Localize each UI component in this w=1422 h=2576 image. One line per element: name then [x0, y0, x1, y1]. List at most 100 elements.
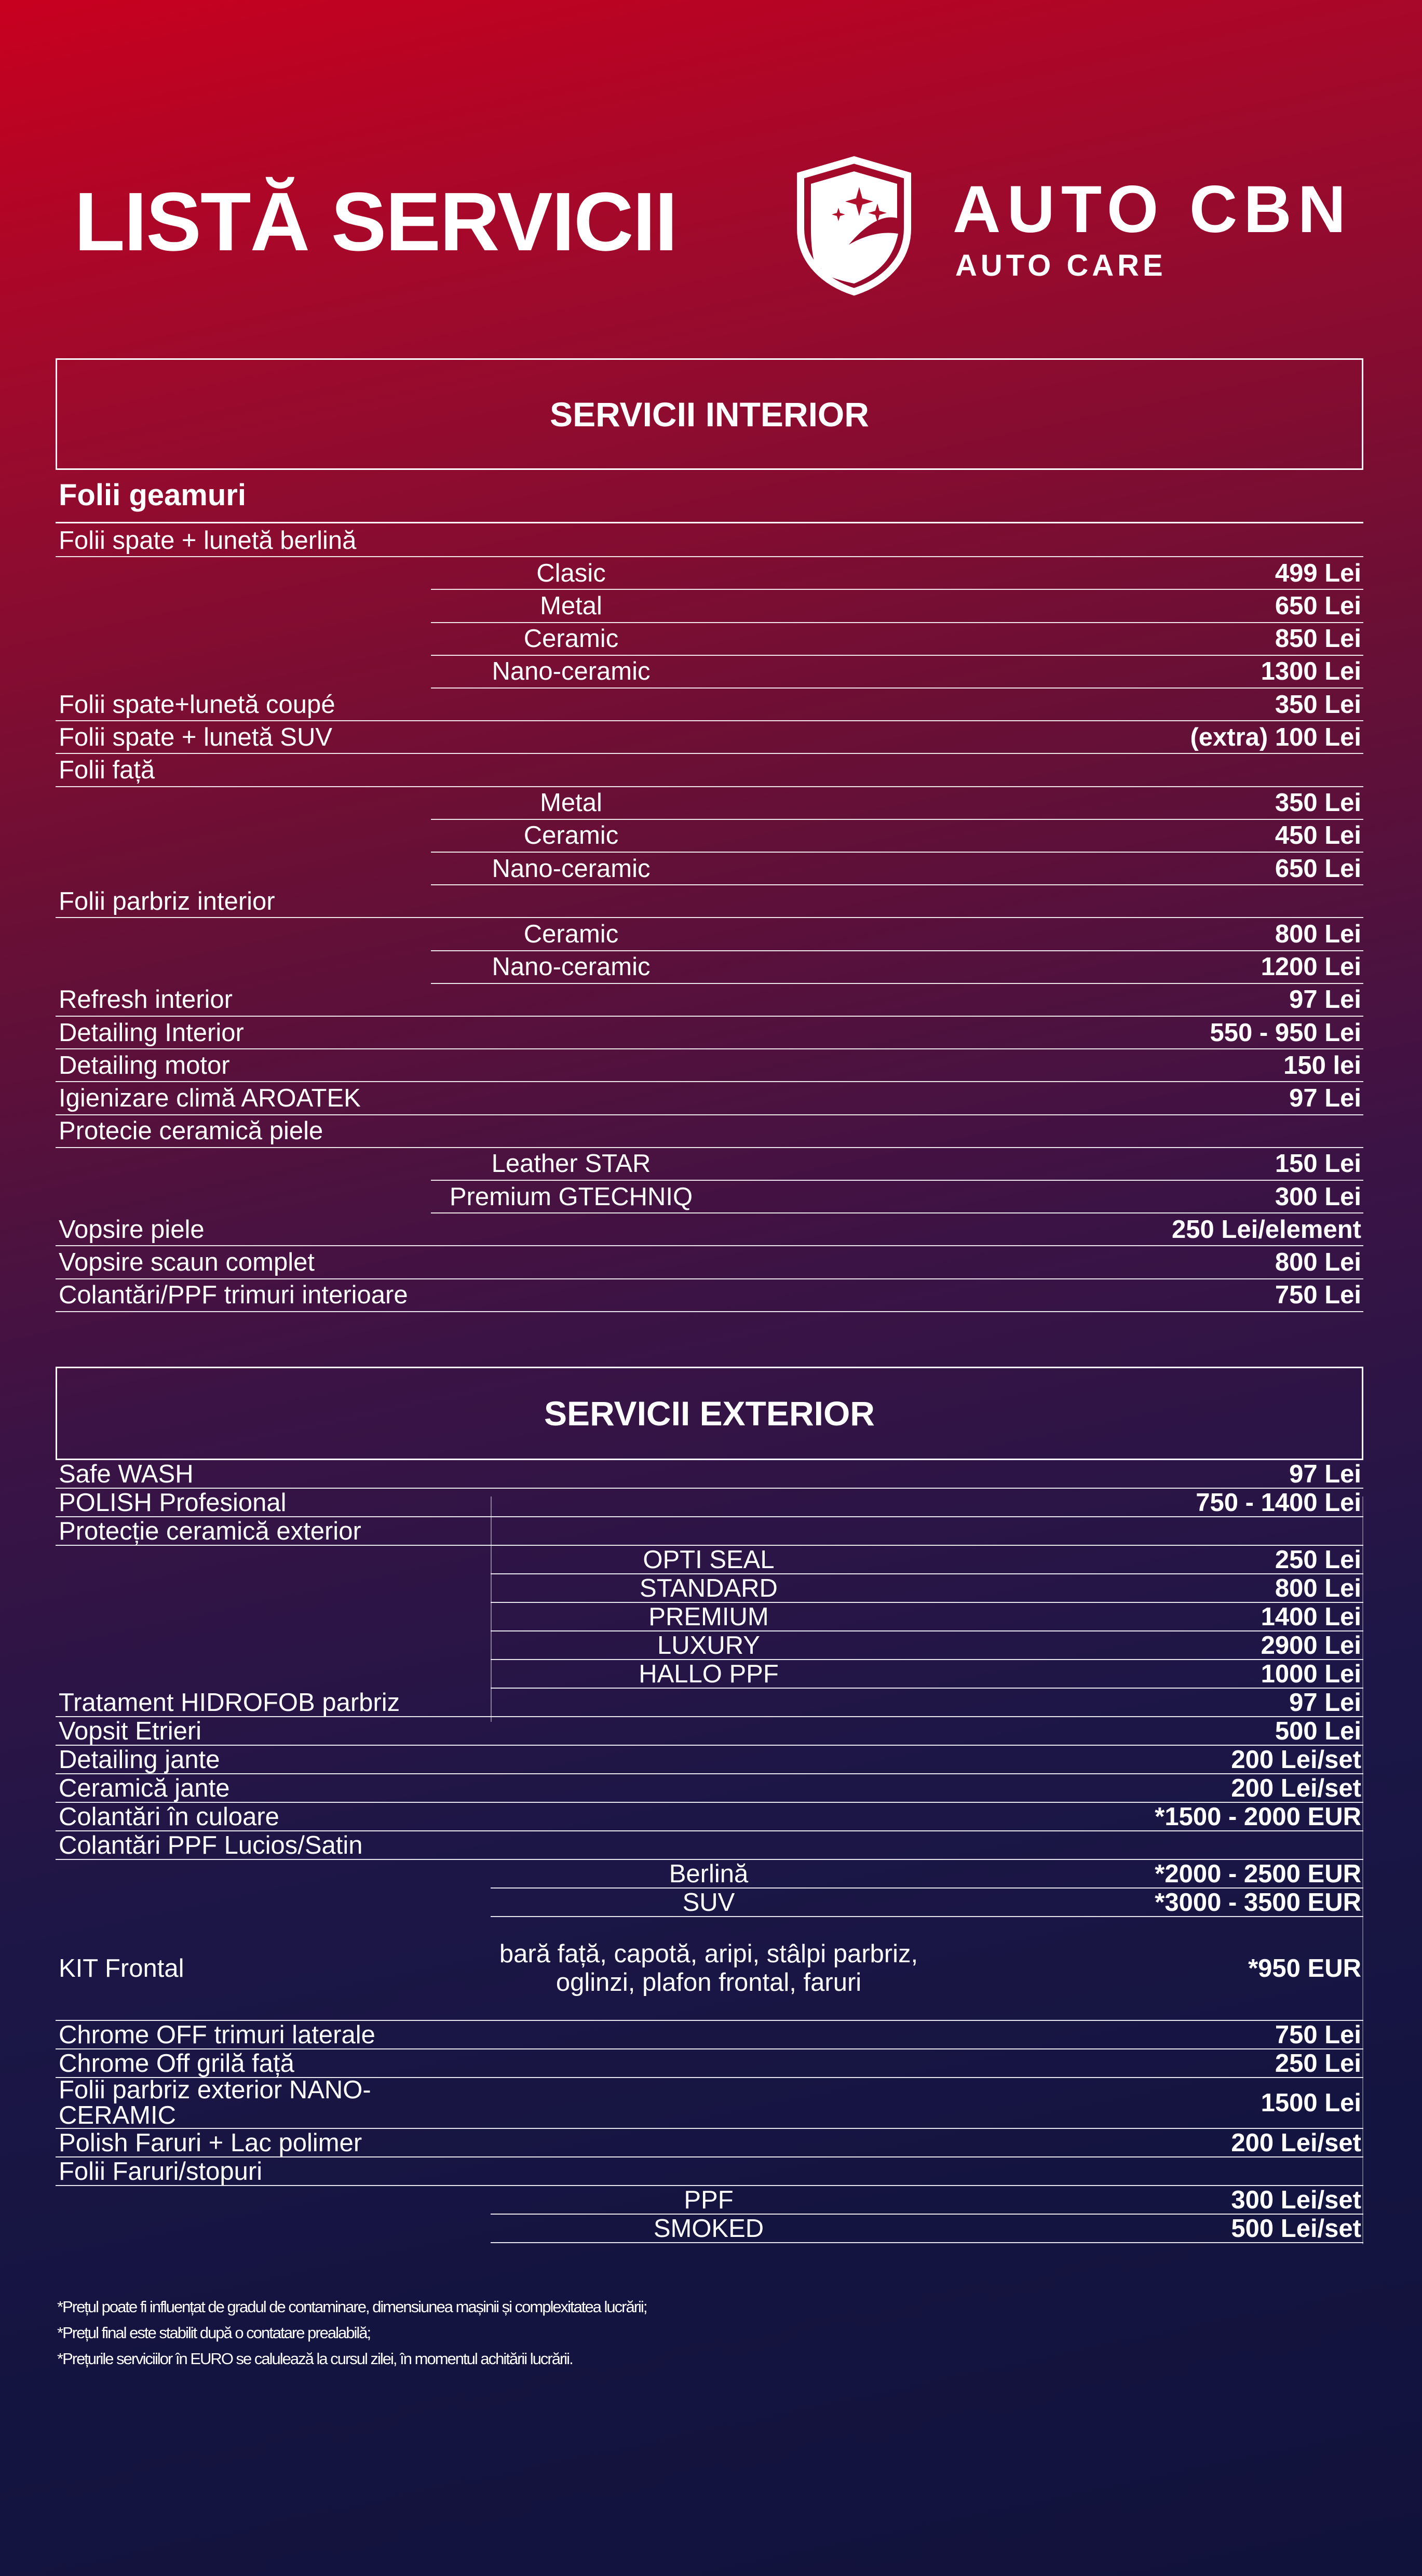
service-name: Folii față	[59, 756, 155, 784]
service-row: Vopsire scaun complet 800 Lei	[56, 1246, 1363, 1279]
service-price: 850 Lei	[1275, 625, 1361, 653]
service-price: *3000 - 3500 EUR	[1155, 1888, 1361, 1917]
service-variant-row: SMOKED 500 Lei/set	[491, 2215, 1363, 2243]
service-price: 1400 Lei	[1261, 1602, 1361, 1631]
service-name: Igienizare climă AROATEK	[59, 1084, 361, 1112]
service-row: Detailing Interior 550 - 950 Lei	[56, 1017, 1363, 1050]
service-name: Colantări PPF Lucios/Satin	[59, 1831, 363, 1859]
service-price: 97 Lei	[1289, 1688, 1361, 1717]
service-variant: SUV	[682, 1888, 735, 1917]
service-name: Folii spate + lunetă SUV	[59, 723, 333, 751]
service-price: *950 EUR	[1248, 1954, 1361, 1982]
service-row: Colantări PPF Lucios/Satin	[56, 1831, 1363, 1860]
table-right-border	[1362, 1496, 1363, 2244]
service-price: 450 Lei	[1275, 821, 1361, 850]
service-name: Folii spate + lunetă berlină	[59, 526, 357, 555]
service-price: *2000 - 2500 EUR	[1155, 1859, 1361, 1888]
service-price: 97 Lei	[1289, 986, 1361, 1014]
service-row: Igienizare climă AROATEK 97 Lei	[56, 1082, 1363, 1115]
divider	[56, 522, 1363, 523]
service-name: Chrome OFF trimuri laterale	[59, 2020, 375, 2049]
service-variant-row: OPTI SEAL 250 Lei	[491, 1546, 1363, 1574]
service-row: POLISH Profesional 750 - 1400 Lei	[56, 1489, 1363, 1517]
service-price: 200 Lei/set	[1231, 1774, 1361, 1802]
service-price: *1500 - 2000 EUR	[1155, 1802, 1361, 1831]
service-price: 1000 Lei	[1261, 1660, 1361, 1688]
service-row: Vopsire piele 250 Lei/element	[56, 1213, 1363, 1247]
service-price: 800 Lei	[1275, 1574, 1361, 1602]
service-price: 500 Lei/set	[1231, 2214, 1361, 2243]
service-variant: Metal	[540, 789, 602, 817]
service-name: Chrome Off grilă față	[59, 2049, 294, 2078]
service-name: Vopsire scaun complet	[59, 1248, 315, 1276]
service-variant-row: PPF 300 Lei/set	[491, 2186, 1363, 2215]
service-variant: Nano-ceramic	[492, 657, 651, 686]
service-price: 350 Lei	[1275, 789, 1361, 817]
service-price: 650 Lei	[1275, 854, 1361, 883]
service-price: 200 Lei/set	[1231, 2128, 1361, 2157]
service-row: Protecie ceramică piele	[56, 1115, 1363, 1148]
service-name: Colantări/PPF trimuri interioare	[59, 1281, 408, 1310]
service-variant-row: Ceramic 850 Lei	[431, 623, 1363, 656]
service-variant-row: PREMIUM 1400 Lei	[491, 1603, 1363, 1631]
service-variant-row: Ceramic 800 Lei	[431, 918, 1363, 951]
service-row: Folii parbriz interior	[56, 885, 1363, 919]
service-row: Tratament HIDROFOB parbriz 97 Lei	[56, 1689, 1363, 1717]
service-variant-row: Premium GTECHNIQ 300 Lei	[431, 1181, 1363, 1214]
service-price: 1300 Lei	[1261, 657, 1361, 686]
service-variant: LUXURY	[657, 1631, 760, 1660]
table-column-divider	[491, 1496, 492, 1722]
service-row: KIT Frontal bară față, capotă, aripi, stâ…	[56, 1917, 1363, 2021]
footnotes: *Prețul poate fi influențat de gradul de…	[57, 2294, 647, 2372]
service-name: Polish Faruri + Lac polimer	[59, 2128, 362, 2157]
service-row: Protecție ceramică exterior	[56, 1517, 1363, 1546]
section-header-exterior: SERVICII EXTERIOR	[56, 1367, 1363, 1460]
service-price: 650 Lei	[1275, 591, 1361, 620]
service-price: 2900 Lei	[1261, 1631, 1361, 1660]
service-variant: Ceramic	[523, 920, 619, 948]
service-row: Polish Faruri + Lac polimer 200 Lei/set	[56, 2129, 1363, 2157]
service-variant-row: Ceramic 450 Lei	[431, 820, 1363, 853]
service-row: Folii spate + lunetă SUV (extra) 100 Lei	[56, 721, 1363, 754]
service-name: Folii parbriz exterior NANO-CERAMIC	[59, 2076, 371, 2129]
service-row: Folii parbriz exterior NANO-CERAMIC 1500 …	[56, 2078, 1363, 2129]
service-variant: SMOKED	[653, 2214, 764, 2243]
group-heading-folii-geamuri: Folii geamuri	[59, 478, 246, 512]
footnote: *Prețul poate fi influențat de gradul de…	[57, 2298, 647, 2316]
service-price: 800 Lei	[1275, 920, 1361, 948]
service-price: 500 Lei	[1275, 1717, 1361, 1745]
service-name: Detailing motor	[59, 1051, 230, 1080]
service-row: Colantări/PPF trimuri interioare 750 Lei	[56, 1279, 1363, 1312]
service-price: (extra) 100 Lei	[1190, 723, 1361, 751]
service-variant-row: LUXURY 2900 Lei	[491, 1631, 1363, 1660]
service-row: Ceramică jante 200 Lei/set	[56, 1774, 1363, 1803]
service-variant-row: Berlină *2000 - 2500 EUR	[491, 1860, 1363, 1889]
service-price: 150 lei	[1283, 1051, 1361, 1080]
service-price: 750 Lei	[1275, 1281, 1361, 1310]
service-variant-row: Nano-ceramic 1300 Lei	[431, 656, 1363, 689]
service-variant-row: HALLO PPF 1000 Lei	[491, 1660, 1363, 1689]
service-name: Colantări în culoare	[59, 1802, 279, 1831]
logo-name: AUTO CBN	[953, 172, 1352, 247]
service-variant-row: Clasic 499 Lei	[431, 557, 1363, 590]
service-row: Colantări în culoare *1500 - 2000 EUR	[56, 1803, 1363, 1831]
service-variant: PREMIUM	[648, 1602, 769, 1631]
service-row: Vopsit Etrieri 500 Lei	[56, 1717, 1363, 1746]
service-price: 800 Lei	[1275, 1248, 1361, 1276]
footnote: *Prețul final este stabilit după o conta…	[57, 2324, 371, 2342]
service-variant: Berlină	[669, 1859, 749, 1888]
service-row: Chrome OFF trimuri laterale 750 Lei	[56, 2021, 1363, 2049]
service-variant: OPTI SEAL	[643, 1545, 775, 1574]
service-name: Vopsire piele	[59, 1215, 205, 1244]
service-row: Folii spate + lunetă berlină	[56, 524, 1363, 558]
service-price: 550 - 950 Lei	[1210, 1018, 1361, 1047]
service-row: Detailing motor 150 lei	[56, 1049, 1363, 1083]
service-name: POLISH Profesional	[59, 1488, 287, 1517]
service-name: Ceramică jante	[59, 1774, 230, 1802]
service-price: 150 Lei	[1275, 1150, 1361, 1178]
service-variant: Nano-ceramic	[492, 854, 651, 883]
service-price: 250 Lei/element	[1172, 1215, 1361, 1244]
service-variant: Clasic	[536, 559, 606, 587]
service-price: 499 Lei	[1275, 559, 1361, 587]
service-name: Safe WASH	[59, 1460, 194, 1488]
